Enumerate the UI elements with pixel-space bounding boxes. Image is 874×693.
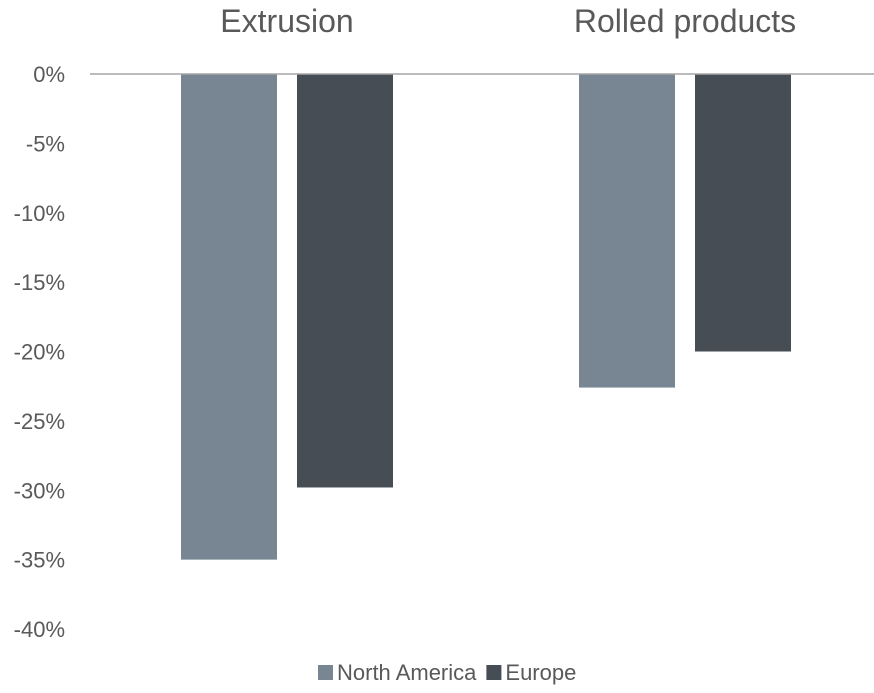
- bar-north-america: [579, 74, 675, 388]
- y-tick-label: -20%: [14, 340, 65, 365]
- category-labels: Extrusion Rolled products: [220, 3, 796, 39]
- y-tick-label: 0%: [33, 62, 65, 87]
- bar-north-america: [181, 74, 277, 560]
- bar-europe: [695, 74, 791, 352]
- category-label: Rolled products: [574, 3, 796, 39]
- bar-europe: [297, 74, 393, 488]
- y-tick-label: -10%: [14, 201, 65, 226]
- legend-swatch: [318, 665, 333, 680]
- legend-swatch: [486, 665, 502, 680]
- y-tick-label: -35%: [14, 548, 65, 573]
- y-tick-label: -5%: [26, 131, 65, 156]
- category-label: Extrusion: [220, 3, 353, 39]
- y-tick-label: -30%: [14, 478, 65, 503]
- y-tick-label: -15%: [14, 270, 65, 295]
- y-axis-tick-labels: 0% -5% -10% -15% -20% -25% -30% -35% -40%: [14, 62, 65, 642]
- legend-label: Europe: [505, 660, 576, 685]
- bars: [181, 74, 791, 560]
- legend: North America Europe: [318, 660, 576, 685]
- y-tick-label: -25%: [14, 409, 65, 434]
- legend-label: North America: [337, 660, 477, 685]
- y-tick-label: -40%: [14, 617, 65, 642]
